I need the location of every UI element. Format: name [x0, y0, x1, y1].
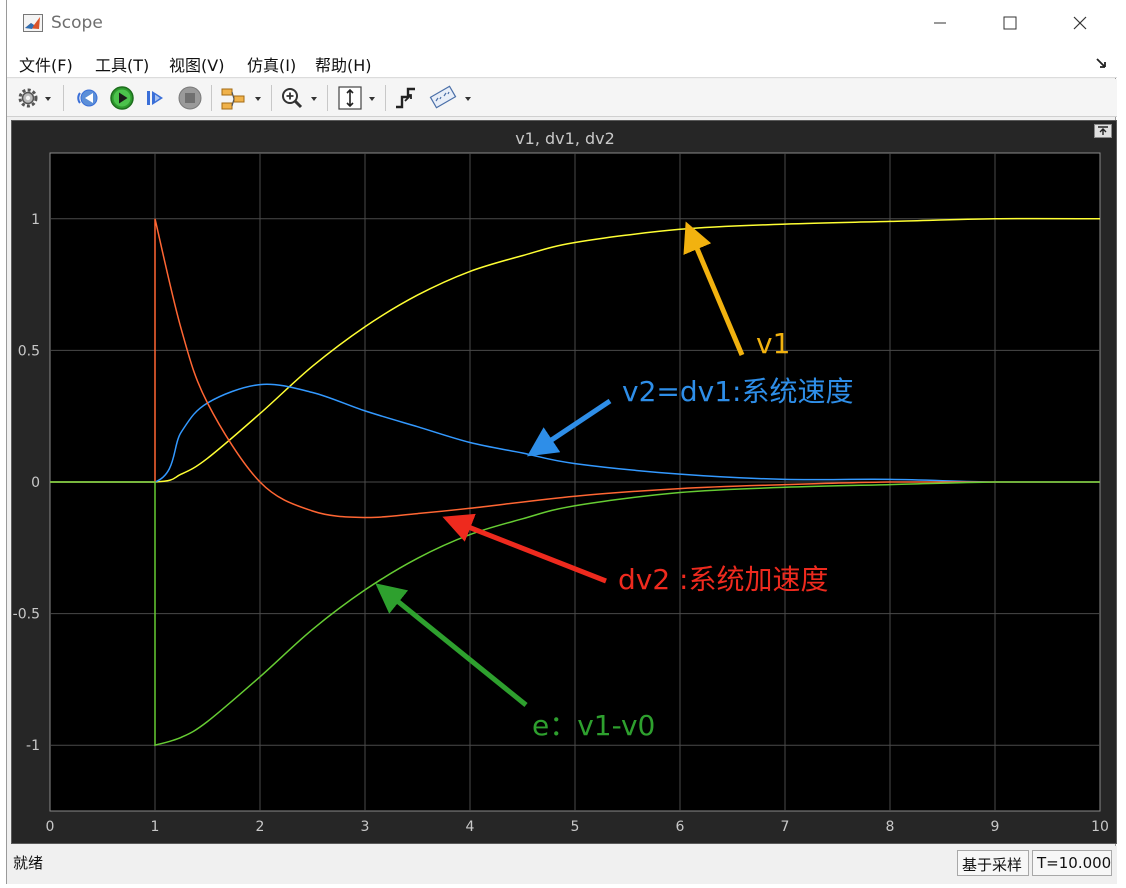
plot-canvas[interactable]: 0 1 2 3 4 5 6 7 8 9 10 -1 -0.5 0 0.5 1 v1 v2=dv1:系统速度 d…	[12, 121, 1116, 843]
series-line-1	[50, 217, 1101, 483]
triggers-icon[interactable]	[393, 85, 419, 111]
y-tick-label: -1	[26, 738, 40, 754]
sample-mode-indicator: 基于采样	[957, 850, 1029, 876]
menu-view[interactable]: 视图(V)	[169, 56, 225, 75]
toolbar-separator	[211, 85, 212, 111]
dv2-annotation: dv2 :系统加速度	[618, 563, 829, 596]
time-readout: T=10.000	[1032, 850, 1112, 876]
y-tick-label: 1	[31, 212, 40, 228]
x-tick-label: 9	[991, 819, 1000, 835]
status-bar: 就绪 基于采样 T=10.000	[7, 846, 1117, 884]
scope-display[interactable]: 0 1 2 3 4 5 6 7 8 9 10 -1 -0.5 0 0.5 1 v1 v2=dv1:系统速度 d…	[11, 120, 1117, 844]
x-tick-label: 5	[571, 819, 580, 835]
zoom-in-icon[interactable]	[279, 85, 305, 111]
zoom-dropdown-icon[interactable]	[309, 85, 319, 111]
fit-axes-dropdown-icon[interactable]	[367, 85, 377, 111]
x-tick-label: 7	[781, 819, 790, 835]
toolbar-separator	[327, 85, 328, 111]
measure-dropdown-icon[interactable]	[463, 85, 473, 111]
menu-help[interactable]: 帮助(H)	[315, 56, 372, 75]
signal-selector-icon[interactable]	[219, 85, 249, 111]
status-text: 就绪	[13, 854, 44, 872]
toolbar	[7, 79, 1117, 117]
gear-dropdown-icon[interactable]	[43, 85, 53, 111]
menu-tools[interactable]: 工具(T)	[95, 56, 150, 75]
x-tick-label: 0	[46, 819, 55, 835]
fit-axes-icon[interactable]	[337, 85, 363, 111]
window-title: Scope	[51, 13, 103, 33]
x-tick-label: 2	[256, 819, 265, 835]
y-tick-label: 0	[31, 475, 40, 491]
v2-annotation: v2=dv1:系统速度	[622, 375, 853, 408]
x-tick-label: 10	[1091, 819, 1109, 835]
gear-icon[interactable]	[15, 85, 41, 111]
close-button[interactable]	[1045, 0, 1115, 46]
matlab-icon	[23, 14, 43, 32]
signal-selector-dropdown-icon[interactable]	[253, 85, 263, 111]
step-forward-icon[interactable]	[143, 85, 169, 111]
toolbar-separator	[271, 85, 272, 111]
x-tick-label: 8	[886, 819, 895, 835]
plot-title: v1, dv1, dv2	[515, 129, 615, 148]
maximize-icon	[1003, 16, 1017, 30]
maximize-button[interactable]	[975, 0, 1045, 46]
v2-arrow	[527, 398, 612, 457]
y-tick-label: 0.5	[18, 343, 40, 359]
menu-file[interactable]: 文件(F)	[19, 56, 73, 75]
stop-icon[interactable]	[177, 85, 203, 111]
series-line-2	[50, 383, 1100, 483]
tick-labels: 0 1 2 3 4 5 6 7 8 9 10 -1 -0.5 0 0.5 1	[13, 212, 1109, 835]
v1-annotation: v1	[756, 327, 790, 360]
x-tick-label: 6	[676, 819, 685, 835]
y-tick-label: -0.5	[13, 607, 40, 623]
x-tick-label: 3	[361, 819, 370, 835]
menu-bar: 文件(F) 工具(T) 视图(V) 仿真(I) 帮助(H)	[7, 46, 1117, 78]
minimize-icon	[934, 22, 946, 24]
x-tick-label: 1	[151, 819, 160, 835]
cursor-measure-icon[interactable]	[429, 85, 459, 111]
background-edge	[0, 150, 6, 870]
menu-simulation[interactable]: 仿真(I)	[247, 56, 297, 75]
annotations: v1 v2=dv1:系统速度 dv2 :系统加速度 e：v1-v0	[375, 221, 853, 742]
e-arrow	[375, 583, 528, 707]
dv2-arrow	[442, 513, 607, 584]
title-bar[interactable]: Scope	[7, 0, 1117, 46]
scope-window: Scope 文件(F) 工具(T) 视图(V) 仿真(I) 帮助(H)	[6, 0, 1117, 884]
step-back-icon[interactable]	[75, 85, 101, 111]
minimize-button[interactable]	[905, 0, 975, 46]
expand-legend-icon[interactable]	[1094, 124, 1112, 138]
series-line-3	[50, 218, 1100, 519]
e-annotation: e：v1-v0	[532, 709, 655, 742]
toolbar-separator	[385, 85, 386, 111]
toolbar-separator	[63, 85, 64, 111]
undock-icon[interactable]	[1095, 55, 1109, 69]
x-tick-label: 4	[466, 819, 475, 835]
run-icon[interactable]	[109, 85, 135, 111]
close-icon	[1073, 16, 1087, 30]
v1-arrow	[683, 221, 745, 356]
